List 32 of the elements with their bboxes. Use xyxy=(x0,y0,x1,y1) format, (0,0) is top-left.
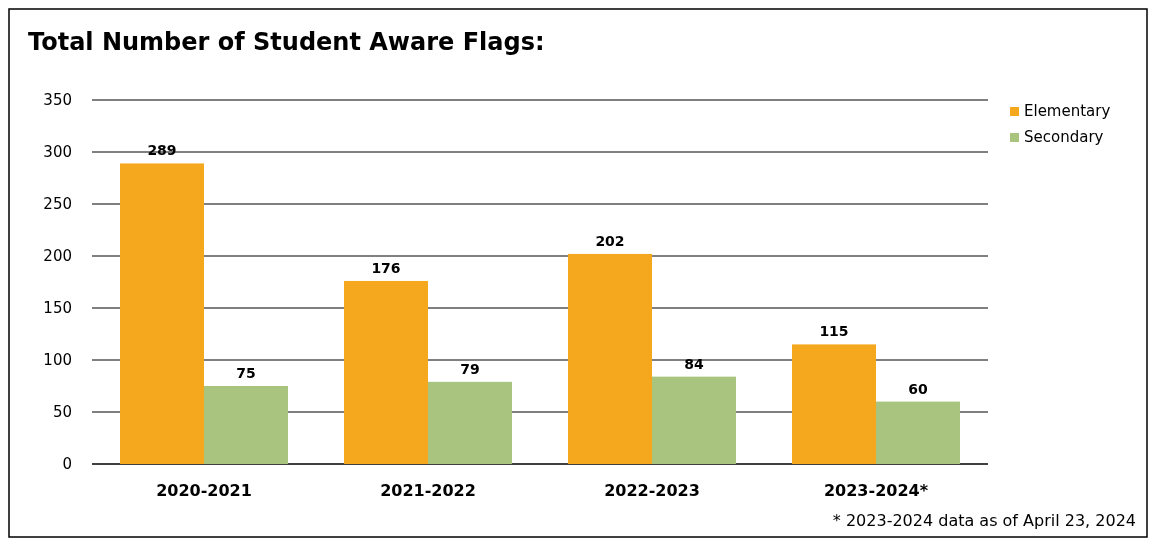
data-label: 84 xyxy=(684,355,704,372)
y-tick-label: 350 xyxy=(43,91,72,109)
data-label: 79 xyxy=(460,360,480,377)
text: * 2023-2024 data as of April 23, 2024 xyxy=(832,511,1136,530)
y-tick-label: 100 xyxy=(43,351,72,369)
y-tick-label: 150 xyxy=(43,299,72,317)
bar xyxy=(792,344,876,464)
y-tick-label: 250 xyxy=(43,195,72,213)
y-tick-label: 50 xyxy=(52,403,72,421)
legend-label: Secondary xyxy=(1024,128,1104,146)
bar xyxy=(568,253,652,464)
data-label: 115 xyxy=(819,323,849,340)
chart-title: Total Number of Student Aware Flags: xyxy=(28,28,545,56)
bar xyxy=(120,163,204,464)
x-tick-label: 2021-2022 xyxy=(380,481,476,500)
data-label: 176 xyxy=(371,259,401,276)
x-tick-label: 2023-2024* xyxy=(823,481,929,500)
x-tick-label: 2020-2021 xyxy=(156,481,252,500)
data-label: 75 xyxy=(236,365,256,381)
bar xyxy=(344,280,428,464)
y-tick-label: 200 xyxy=(43,247,72,265)
data-label: 202 xyxy=(595,232,625,249)
legend-label: Elementary xyxy=(1024,102,1111,120)
y-tick-label: 300 xyxy=(43,143,72,161)
bar xyxy=(428,381,512,464)
data-label: 289 xyxy=(147,142,177,159)
y-tick-label: 0 xyxy=(62,455,72,473)
bar xyxy=(876,401,960,464)
data-label: 60 xyxy=(908,380,928,397)
bar xyxy=(652,376,736,464)
x-tick-label: 2022-2023 xyxy=(604,481,700,500)
bar xyxy=(204,386,288,464)
